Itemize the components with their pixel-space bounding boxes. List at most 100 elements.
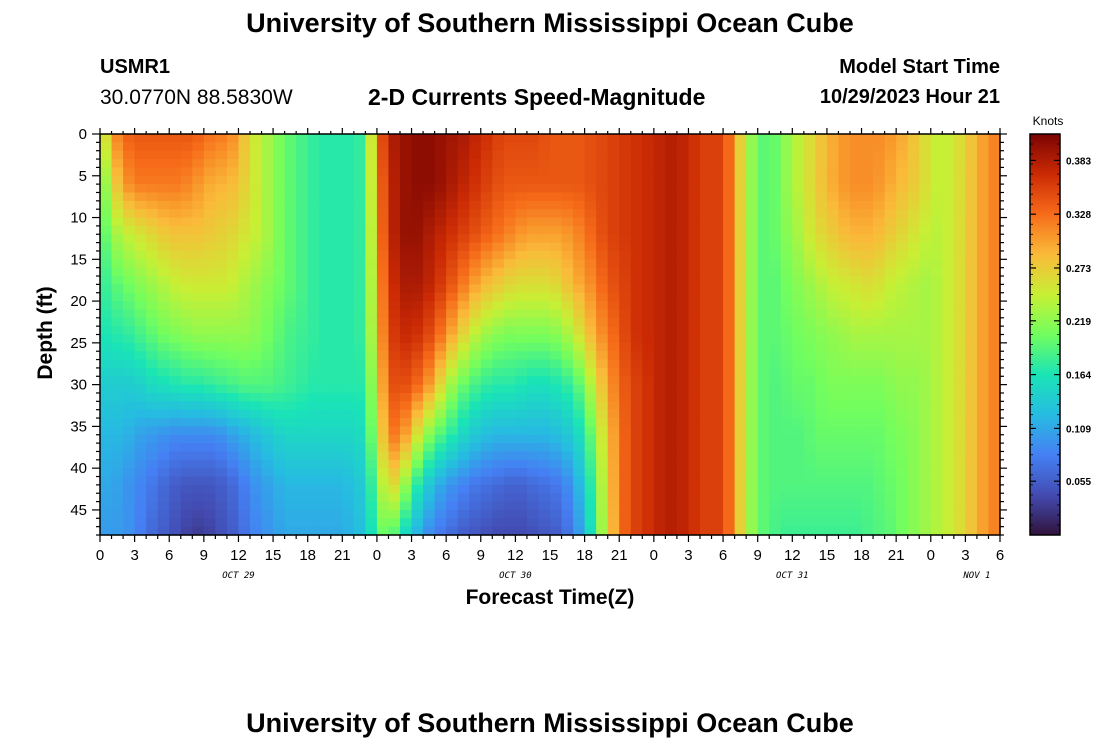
heatmap-cell bbox=[965, 192, 978, 202]
heatmap-cell bbox=[157, 301, 170, 311]
heatmap-cell bbox=[203, 509, 216, 519]
heatmap-cell bbox=[965, 292, 978, 302]
heatmap-cell bbox=[434, 443, 447, 453]
heatmap-cell bbox=[942, 459, 955, 469]
heatmap-cell bbox=[642, 167, 655, 177]
heatmap-cell bbox=[400, 501, 413, 511]
heatmap-cell bbox=[157, 359, 170, 369]
heatmap-cell bbox=[480, 334, 493, 344]
heatmap-cell bbox=[815, 184, 828, 194]
heatmap-cell bbox=[757, 476, 770, 486]
heatmap-cell bbox=[757, 509, 770, 519]
heatmap-cell bbox=[838, 317, 851, 327]
heatmap-cell bbox=[434, 426, 447, 436]
heatmap-cell bbox=[907, 326, 920, 336]
heatmap-cell bbox=[226, 518, 240, 528]
heatmap-cell bbox=[238, 225, 251, 235]
heatmap-cell bbox=[157, 518, 170, 528]
heatmap-cell bbox=[584, 501, 597, 511]
heatmap-cell bbox=[757, 292, 770, 302]
heatmap-cell bbox=[446, 459, 459, 469]
heatmap-cell bbox=[434, 209, 447, 219]
heatmap-cell bbox=[180, 276, 193, 285]
heatmap-cell bbox=[734, 276, 747, 285]
heatmap-cell bbox=[676, 192, 690, 202]
heatmap-cell bbox=[203, 409, 216, 419]
heatmap-cell bbox=[907, 434, 920, 444]
x-tick-label: 18 bbox=[299, 547, 316, 564]
heatmap-cell bbox=[642, 392, 655, 402]
heatmap-cell bbox=[780, 384, 793, 394]
heatmap-cell bbox=[792, 434, 805, 444]
heatmap-cell bbox=[123, 484, 136, 494]
heatmap-cell bbox=[550, 468, 563, 478]
heatmap-cell bbox=[411, 384, 424, 394]
heatmap-cell bbox=[446, 142, 459, 152]
heatmap-cell bbox=[803, 493, 816, 503]
heatmap-cell bbox=[203, 267, 216, 277]
heatmap-cell bbox=[769, 292, 782, 302]
heatmap-cell bbox=[169, 443, 182, 453]
heatmap-cell bbox=[319, 409, 332, 419]
heatmap-cell bbox=[273, 351, 286, 361]
heatmap-cell bbox=[376, 192, 390, 202]
heatmap-cell bbox=[976, 276, 990, 285]
heatmap-cell bbox=[169, 292, 182, 302]
heatmap-cell bbox=[342, 167, 355, 177]
heatmap-cell bbox=[873, 426, 886, 436]
heatmap-cell bbox=[376, 409, 390, 419]
heatmap-cell bbox=[665, 501, 678, 511]
heatmap-cell bbox=[815, 159, 828, 169]
heatmap-cell bbox=[100, 518, 113, 528]
heatmap-cell bbox=[930, 284, 943, 294]
heatmap-cell bbox=[307, 234, 320, 244]
heatmap-cell bbox=[596, 418, 609, 427]
heatmap-cell bbox=[642, 367, 655, 377]
heatmap-cell bbox=[838, 209, 851, 219]
heatmap-cell bbox=[388, 301, 401, 311]
heatmap-cell bbox=[169, 209, 182, 219]
heatmap-cell bbox=[400, 401, 413, 411]
heatmap-cell bbox=[400, 301, 413, 311]
heatmap-cell bbox=[296, 192, 309, 202]
heatmap-cell bbox=[538, 142, 551, 152]
heatmap-cell bbox=[376, 242, 390, 252]
heatmap-cell bbox=[653, 376, 666, 386]
heatmap-cell bbox=[203, 192, 216, 202]
heatmap-cell bbox=[850, 234, 863, 244]
heatmap-cell bbox=[642, 200, 655, 210]
heatmap-cell bbox=[215, 367, 228, 377]
heatmap-cell bbox=[169, 276, 182, 285]
heatmap-cell bbox=[400, 209, 413, 219]
heatmap-cell bbox=[111, 334, 124, 344]
heatmap-cell bbox=[353, 384, 366, 394]
heatmap-cell bbox=[988, 501, 1001, 511]
heatmap-cell bbox=[573, 459, 586, 469]
heatmap-cell bbox=[284, 484, 297, 494]
heatmap-cell bbox=[826, 134, 840, 143]
heatmap-cell bbox=[619, 376, 632, 386]
heatmap-cell bbox=[584, 526, 597, 536]
heatmap-cell bbox=[723, 342, 736, 352]
heatmap-cell bbox=[734, 501, 747, 511]
heatmap-cell bbox=[561, 434, 574, 444]
heatmap-cell bbox=[850, 276, 863, 285]
heatmap-cell bbox=[769, 401, 782, 411]
heatmap-cell bbox=[203, 209, 216, 219]
heatmap-cell bbox=[388, 409, 401, 419]
heatmap-cell bbox=[607, 250, 620, 260]
heatmap-cell bbox=[215, 150, 228, 160]
heatmap-cell bbox=[146, 342, 159, 352]
heatmap-cell bbox=[780, 459, 793, 469]
heatmap-cell bbox=[353, 159, 366, 169]
heatmap-cell bbox=[423, 518, 436, 528]
heatmap-cell bbox=[838, 526, 851, 536]
heatmap-cell bbox=[388, 276, 401, 285]
heatmap-cell bbox=[180, 317, 193, 327]
heatmap-cell bbox=[365, 142, 378, 152]
heatmap-cell bbox=[919, 418, 932, 427]
heatmap-cell bbox=[284, 367, 297, 377]
heatmap-cell bbox=[238, 284, 251, 294]
heatmap-cell bbox=[342, 150, 355, 160]
heatmap-cell bbox=[250, 501, 263, 511]
